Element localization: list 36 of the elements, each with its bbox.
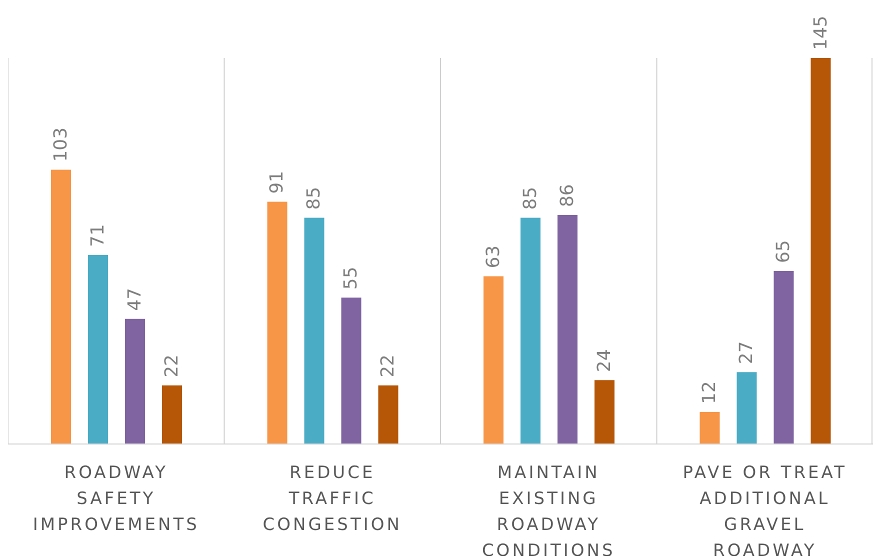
data-label: 85	[304, 186, 325, 210]
bar	[520, 218, 540, 444]
bar	[700, 412, 720, 444]
bar	[162, 385, 182, 444]
data-label: 71	[88, 224, 108, 247]
x-tick-label: REDUCE TRAFFIC CONGESTION	[262, 463, 402, 535]
data-label: 55	[340, 266, 362, 290]
bar	[484, 276, 504, 444]
bar	[267, 202, 288, 444]
x-tick-label: ROADWAY SAFETY IMPROVEMENTS	[32, 463, 200, 535]
bar	[125, 318, 145, 444]
bar	[304, 218, 324, 444]
data-label: 47	[124, 288, 146, 311]
bar	[810, 58, 831, 444]
data-label: 22	[162, 354, 182, 378]
data-label: 145	[810, 16, 832, 50]
bar	[378, 385, 398, 444]
data-label: 63	[483, 245, 504, 268]
bar	[594, 380, 614, 444]
data-label: 27	[736, 341, 758, 364]
data-label: 65	[773, 240, 794, 263]
x-tick-label: PAVE OR TREAT ADDITIONAL GRAVEL ROADWAY	[682, 463, 847, 560]
bar	[341, 298, 362, 444]
data-label: 91	[266, 170, 288, 194]
bar	[51, 170, 71, 444]
data-label: 86	[557, 184, 578, 208]
data-label: 12	[699, 381, 720, 404]
data-label: 103	[50, 127, 72, 162]
data-label: 22	[378, 354, 399, 378]
bar	[774, 270, 794, 444]
x-tick-label: MAINTAIN EXISTING ROADWAY CONDITIONS	[482, 463, 616, 560]
bar	[558, 215, 578, 444]
data-label: 85	[520, 186, 541, 210]
data-label: 24	[594, 349, 615, 372]
bar	[88, 254, 108, 444]
bar	[736, 372, 757, 444]
